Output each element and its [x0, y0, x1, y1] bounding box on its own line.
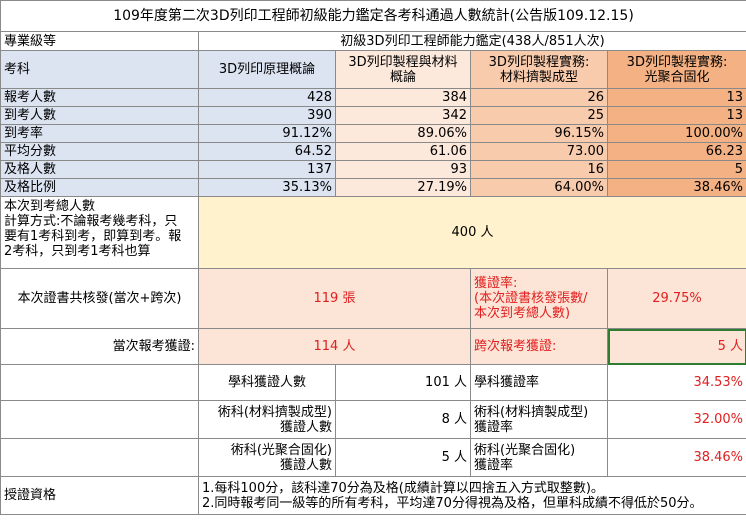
row-value: 342 [335, 106, 471, 125]
level-label: 專業級等 [0, 31, 199, 51]
row-value: 96.15% [470, 124, 608, 143]
qualification-text: 1.每科100分，該科達70分為及格(成績計算以四捨五入方式取整數)。 2.同時… [197, 476, 746, 515]
subject-header: 3D列印製程實務: 光聚合固化 [606, 50, 746, 89]
certificate-count: 119 張 [198, 268, 471, 329]
attendance-label: 本次到考總人數 計算方式:不論報考幾考科，只 要有1考科到考，即算到考。報 2考… [0, 196, 199, 269]
certificate-rate: 29.75% [606, 268, 746, 329]
row-value: 61.06 [335, 142, 471, 161]
table-row: 到考率 91.12% 89.06% 96.15% 100.00% [0, 124, 746, 143]
row-label: 及格比例 [0, 178, 199, 197]
row-value: 93 [335, 160, 471, 179]
row-value: 428 [198, 88, 336, 107]
row-value: 13 [606, 88, 746, 107]
row-value: 26 [470, 88, 608, 107]
empty-cell [0, 400, 199, 439]
detail-value: 5 人 [335, 438, 471, 477]
row-value: 25 [470, 106, 608, 125]
row-value: 5 [606, 160, 746, 179]
row-value: 73.00 [470, 142, 608, 161]
current-label: 當次報考獲證: [0, 328, 199, 365]
subject-header: 3D列印製程實務: 材料擠製成型 [470, 50, 608, 89]
detail-rate-label: 學科獲證率 [470, 364, 608, 401]
empty-cell [0, 438, 199, 477]
empty-cell [0, 364, 199, 401]
row-value: 137 [198, 160, 336, 179]
table-row: 術科(光聚合固化) 獲證人數 5 人 術科(光聚合固化) 獲證率 38.46% [0, 438, 746, 477]
detail-rate: 32.00% [606, 400, 746, 439]
row-label: 平均分數 [0, 142, 199, 161]
row-value: 27.19% [335, 178, 471, 197]
detail-rate: 38.46% [606, 438, 746, 477]
cross-value[interactable]: 5 人 [606, 328, 746, 365]
row-value: 66.23 [606, 142, 746, 161]
detail-label: 術科(材料擠製成型) 獲證人數 [198, 400, 336, 439]
table-title: 109年度第二次3D列印工程師初級能力鑑定各考科通過人數統計(公告版109.12… [0, 0, 746, 32]
table-row: 到考人數 390 342 25 13 [0, 106, 746, 125]
detail-value: 8 人 [335, 400, 471, 439]
subject-label: 考科 [0, 50, 199, 89]
qualification-label: 授證資格 [0, 476, 199, 515]
row-value: 89.06% [335, 124, 471, 143]
detail-label: 學科獲證人數 [198, 364, 336, 401]
subject-header: 3D列印製程與材料 概論 [335, 50, 471, 89]
table-row: 及格人數 137 93 16 5 [0, 160, 746, 179]
row-value: 35.13% [198, 178, 336, 197]
row-value: 13 [606, 106, 746, 125]
row-value: 91.12% [198, 124, 336, 143]
current-value: 114 人 [198, 328, 471, 365]
table-row: 及格比例 35.13% 27.19% 64.00% 38.46% [0, 178, 746, 197]
certificate-label: 本次證書共核發(當次+跨次) [0, 268, 199, 329]
row-value: 390 [198, 106, 336, 125]
row-value: 38.46% [606, 178, 746, 197]
detail-rate-label: 術科(材料擠製成型) 獲證率 [470, 400, 608, 439]
detail-value: 101 人 [335, 364, 471, 401]
level-value: 初級3D列印工程師能力鑑定(438人/851人次) [197, 31, 746, 51]
row-value: 64.00% [470, 178, 608, 197]
row-label: 及格人數 [0, 160, 199, 179]
table-row: 平均分數 64.52 61.06 73.00 66.23 [0, 142, 746, 161]
row-label: 到考人數 [0, 106, 199, 125]
table-row: 報考人數 428 384 26 13 [0, 88, 746, 107]
table-row: 術科(材料擠製成型) 獲證人數 8 人 術科(材料擠製成型) 獲證率 32.00% [0, 400, 746, 439]
subject-header: 3D列印原理概論 [198, 50, 336, 89]
row-label: 到考率 [0, 124, 199, 143]
detail-rate: 34.53% [606, 364, 746, 401]
cross-label: 跨次報考獲證: [470, 328, 608, 365]
certificate-rate-label: 獲證率: (本次證書核發張數/ 本次到考總人數) [470, 268, 608, 329]
row-value: 16 [470, 160, 608, 179]
row-value: 64.52 [198, 142, 336, 161]
table-row: 學科獲證人數 101 人 學科獲證率 34.53% [0, 364, 746, 401]
attendance-total: 400 人 [197, 196, 746, 269]
detail-rate-label: 術科(光聚合固化) 獲證率 [470, 438, 608, 477]
row-value: 384 [335, 88, 471, 107]
row-label: 報考人數 [0, 88, 199, 107]
row-value: 100.00% [606, 124, 746, 143]
detail-label: 術科(光聚合固化) 獲證人數 [198, 438, 336, 477]
